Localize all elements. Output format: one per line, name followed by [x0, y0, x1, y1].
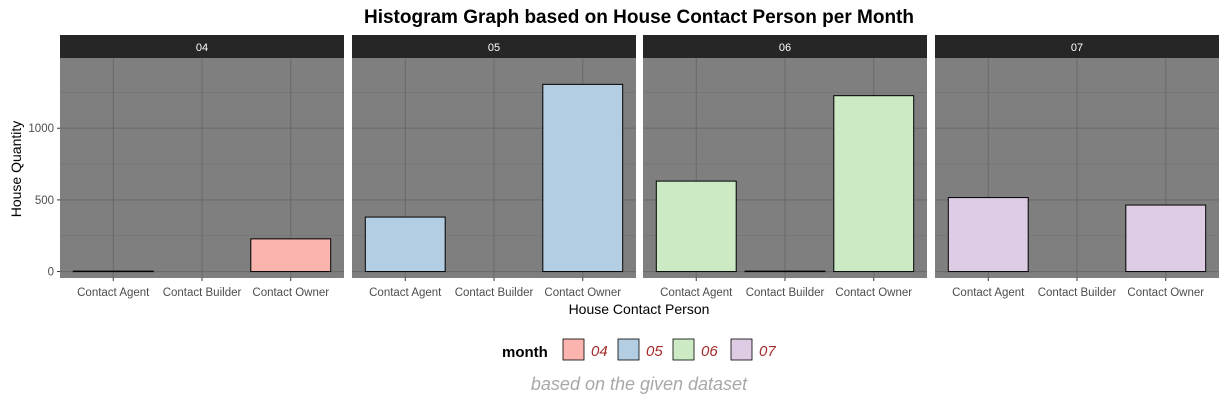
y-tick-label: 0 [48, 267, 54, 279]
x-tick-label: Contact Agent [952, 287, 1025, 299]
facet-strip [935, 35, 1219, 58]
facet-panel-04: 04 Contact Agent Contact Builder Contact Ow… [60, 35, 344, 299]
legend-label-04: 04 [591, 343, 608, 360]
x-tick-label: Contact Owner [1127, 287, 1204, 299]
chart-title: Histogram Graph based on House Contact P… [364, 7, 914, 28]
x-tick-label: Contact Agent [369, 287, 442, 299]
x-tick-label: Contact Agent [77, 287, 150, 299]
facet-panel-06: 06 Contact Agent Contact Builder Contact Ow… [643, 35, 927, 299]
x-tick-label: Contact Owner [252, 287, 329, 299]
facet-strip [60, 35, 344, 58]
legend-key-04 [562, 338, 585, 361]
bar-04-contact-agent [72, 270, 154, 273]
y-tick-label: 1000 [28, 123, 54, 135]
bar-06-contact-owner [833, 95, 915, 273]
bar-06-contact-agent [655, 180, 737, 273]
legend-label-06: 06 [701, 343, 718, 360]
chart-caption: based on the given dataset [531, 374, 748, 394]
facet-strip [643, 35, 927, 58]
bar-04-contact-owner [250, 238, 332, 273]
legend-key-05 [617, 338, 640, 361]
bar-07-contact-agent [947, 197, 1029, 273]
facet-strip-label: 05 [488, 42, 500, 54]
x-tick-label: Contact Owner [835, 287, 912, 299]
legend-label-05: 05 [646, 343, 663, 360]
x-tick-label: Contact Builder [1038, 287, 1117, 299]
legend: month 04 05 06 07 [502, 338, 776, 361]
legend-key-06 [672, 338, 695, 361]
facet-panel-05: 05 Contact Agent Contact Builder Contact Ow… [352, 35, 636, 299]
x-tick-label: Contact Owner [544, 287, 621, 299]
facet-strip-label: 04 [196, 42, 208, 54]
bar-07-contact-owner [1125, 204, 1207, 273]
bar-05-contact-owner [542, 83, 624, 273]
legend-label-07: 07 [759, 343, 776, 360]
x-tick-label: Contact Agent [660, 287, 733, 299]
y-axis-title: House Quantity [8, 121, 24, 218]
facet-strip-label: 06 [779, 42, 791, 54]
bar-06-contact-builder [744, 270, 826, 273]
x-tick-label: Contact Builder [163, 287, 242, 299]
y-tick-label: 500 [35, 195, 54, 207]
y-axis: 0 500 1000 [28, 123, 60, 279]
legend-title: month [502, 344, 548, 361]
facet-panels: 04 Contact Agent Contact Builder Contact Ow… [60, 35, 1219, 299]
facet-panel-07: 07 Contact Agent Contact Builder Contact Ow… [935, 35, 1219, 299]
x-tick-label: Contact Builder [455, 287, 534, 299]
legend-key-07 [730, 338, 753, 361]
x-axis-title: House Contact Person [569, 301, 710, 317]
bar-05-contact-agent [364, 216, 446, 273]
facet-strip-label: 07 [1071, 42, 1083, 54]
x-tick-label: Contact Builder [746, 287, 825, 299]
facet-strip [352, 35, 636, 58]
